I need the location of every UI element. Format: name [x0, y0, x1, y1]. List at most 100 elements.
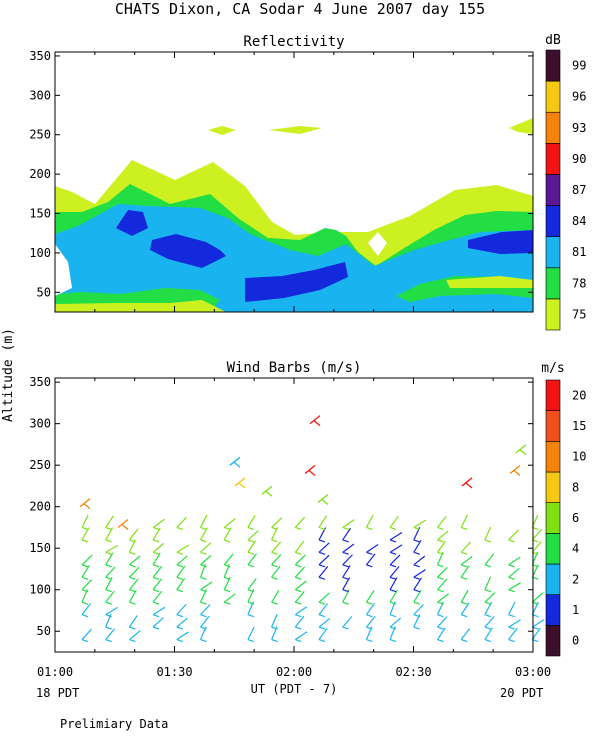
wind-barb — [413, 540, 422, 553]
wind-colorbar-swatch — [545, 563, 561, 595]
wind-barb — [81, 628, 92, 640]
reflectivity-colorbar-label: 81 — [572, 245, 586, 259]
top-panel-title: Reflectivity — [243, 34, 344, 50]
wind-barb-feather — [271, 576, 278, 580]
y-tick-label: 300 — [29, 417, 51, 431]
wind-barb-feather — [200, 626, 207, 630]
wind-barb — [105, 515, 114, 528]
figure-title: CHATS Dixon, CA Sodar 4 June 2007 day 15… — [115, 0, 485, 18]
contour-75-lower-right — [446, 276, 533, 288]
wind-barb-feather — [200, 576, 207, 580]
wind-barb — [413, 519, 427, 528]
wind-barb-feather — [413, 526, 420, 531]
wind-barb-feather — [81, 601, 89, 605]
wind-barb — [247, 626, 255, 640]
reflectivity-contours — [55, 118, 533, 312]
wind-barb — [152, 542, 165, 553]
x-tick-label: 01:00 — [37, 665, 73, 679]
wind-barb-feather — [176, 576, 183, 580]
wind-barb — [152, 590, 163, 603]
wind-barb — [271, 541, 282, 553]
wind-colorbar-swatch — [545, 502, 561, 534]
y-tick-label: 200 — [29, 167, 51, 181]
wind-barb-feather — [461, 638, 468, 643]
wind-barb — [152, 552, 161, 566]
wind-barb — [105, 566, 116, 578]
wind-barb — [81, 514, 89, 528]
wind-barb — [294, 554, 306, 566]
wind-barb-feather — [508, 614, 515, 618]
reflectivity-colorbar-swatch — [545, 174, 561, 206]
wind-barb-feather — [366, 564, 373, 568]
wind-barb — [531, 592, 544, 603]
y-tick-label: 250 — [29, 128, 51, 142]
y-tick-label: 150 — [29, 541, 51, 555]
wind-barb-feather — [81, 589, 89, 593]
wind-barb — [271, 517, 283, 528]
wind-barb — [152, 578, 163, 591]
wind-barb — [294, 615, 305, 628]
wind-barb-feather — [247, 526, 255, 531]
wind-barb-feather — [247, 539, 255, 543]
wind-barb — [484, 576, 492, 590]
wind-barb-feather — [342, 539, 349, 543]
reflectivity-colorbar-label: 90 — [572, 152, 586, 166]
wind-barb-feather — [465, 482, 473, 489]
contour-84 — [150, 234, 226, 268]
colorbars: 75 78 81 84 87 90 93 96 99 0 1 2 4 6 8 10 15 20 — [545, 49, 586, 657]
wind-barb-feather — [81, 526, 89, 531]
wind-barb — [152, 606, 166, 616]
reflectivity-colorbar-label: 87 — [572, 183, 586, 197]
wind-barb — [389, 531, 403, 541]
wind-barb-feather — [484, 589, 492, 593]
wind-barb — [484, 526, 492, 541]
colorbar-unit-ms: m/s — [541, 361, 564, 376]
wind-barb — [460, 565, 470, 578]
wind-barb-feather — [129, 601, 136, 605]
wind-barb — [437, 616, 448, 628]
y-tick-label: 250 — [29, 458, 51, 472]
reflectivity-colorbar-swatch — [545, 143, 561, 175]
reflectivity-colorbar-swatch — [545, 205, 561, 237]
wind-barb — [176, 565, 186, 578]
wind-barb-feather — [129, 589, 136, 593]
wind-barb-feather — [224, 589, 231, 593]
wind-colorbar-label: 10 — [572, 450, 586, 464]
wind-colorbar-label: 8 — [572, 480, 579, 494]
wind-barb-feather — [413, 626, 420, 630]
footer-left-label: 18 PDT — [36, 686, 79, 700]
wind-barb — [200, 615, 210, 628]
wind-barb-feather — [318, 526, 326, 531]
wind-barb-feather — [105, 601, 112, 605]
wind-barb — [389, 566, 400, 578]
wind-barb — [509, 464, 521, 474]
wind-barb-feather — [413, 539, 420, 543]
wind-barb — [318, 565, 329, 578]
wind-barb-feather — [295, 526, 302, 531]
wind-barb-feather — [508, 576, 515, 580]
wind-barb-feather — [176, 564, 183, 568]
wind-colorbar-label: 20 — [572, 388, 586, 402]
wind-barb — [318, 542, 330, 553]
wind-barb — [413, 589, 422, 603]
footer-right-label: 20 PDT — [500, 686, 543, 700]
wind-barb-feather — [81, 614, 89, 618]
wind-barb — [318, 592, 330, 603]
wind-barb — [366, 544, 379, 553]
preliminary-note: Prelimiary Data — [60, 717, 168, 731]
wind-colorbar-label: 2 — [572, 572, 579, 586]
wind-colorbar-label: 4 — [572, 542, 579, 556]
wind-barb — [129, 630, 141, 641]
wind-barb-feather — [295, 601, 302, 605]
wind-barb — [508, 601, 516, 615]
wind-barb-feather — [318, 626, 326, 630]
wind-barb-feather — [389, 614, 397, 618]
wind-barb — [515, 444, 527, 454]
wind-barb — [105, 590, 115, 603]
wind-barb-feather — [366, 614, 373, 618]
wind-barb — [413, 569, 426, 578]
reflectivity-colorbar-swatch — [545, 80, 561, 113]
wind-barb-feather — [176, 638, 183, 643]
wind-barb — [389, 515, 399, 528]
